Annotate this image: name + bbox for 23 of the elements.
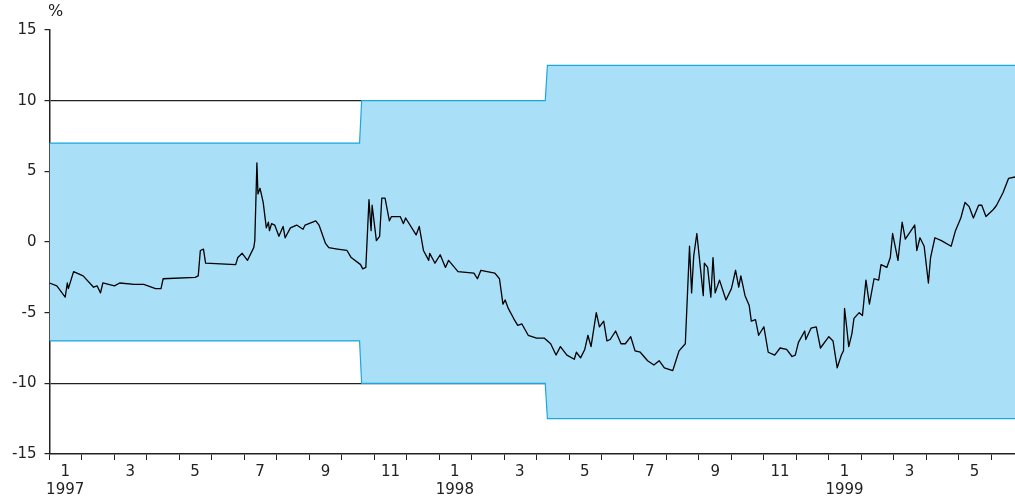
y-tick-label: -10 bbox=[12, 373, 37, 392]
x-tick-label: 11 bbox=[770, 461, 790, 480]
y-tick-label: -5 bbox=[21, 302, 37, 321]
x-tick-label: 7 bbox=[644, 461, 655, 480]
y-tick-label: 10 bbox=[17, 90, 37, 109]
y-tick-label: 5 bbox=[26, 161, 37, 180]
x-tick-label: 1 1999 bbox=[825, 461, 864, 498]
x-tick-label: 9 bbox=[710, 461, 720, 480]
x-tick-label: 3 bbox=[125, 461, 135, 480]
y-tick-label: 0 bbox=[26, 231, 37, 250]
x-tick-label: 1 1998 bbox=[435, 461, 474, 498]
y-tick-label: -15 bbox=[12, 443, 37, 462]
y-tick-label: 15 bbox=[17, 19, 37, 38]
x-tick-label: 3 bbox=[904, 461, 915, 480]
x-tick-label: 1 1997 bbox=[46, 461, 85, 498]
y-axis-title: % bbox=[47, 1, 64, 21]
x-tick-label: 5 bbox=[969, 461, 980, 480]
x-tick-label: 5 bbox=[190, 461, 200, 480]
x-tick-label: 5 bbox=[579, 461, 590, 480]
x-tick-label: 9 bbox=[320, 461, 331, 480]
x-tick-label: 11 bbox=[380, 461, 400, 480]
x-tick-label: 7 bbox=[255, 461, 265, 480]
x-tick-label: 3 bbox=[515, 461, 525, 480]
